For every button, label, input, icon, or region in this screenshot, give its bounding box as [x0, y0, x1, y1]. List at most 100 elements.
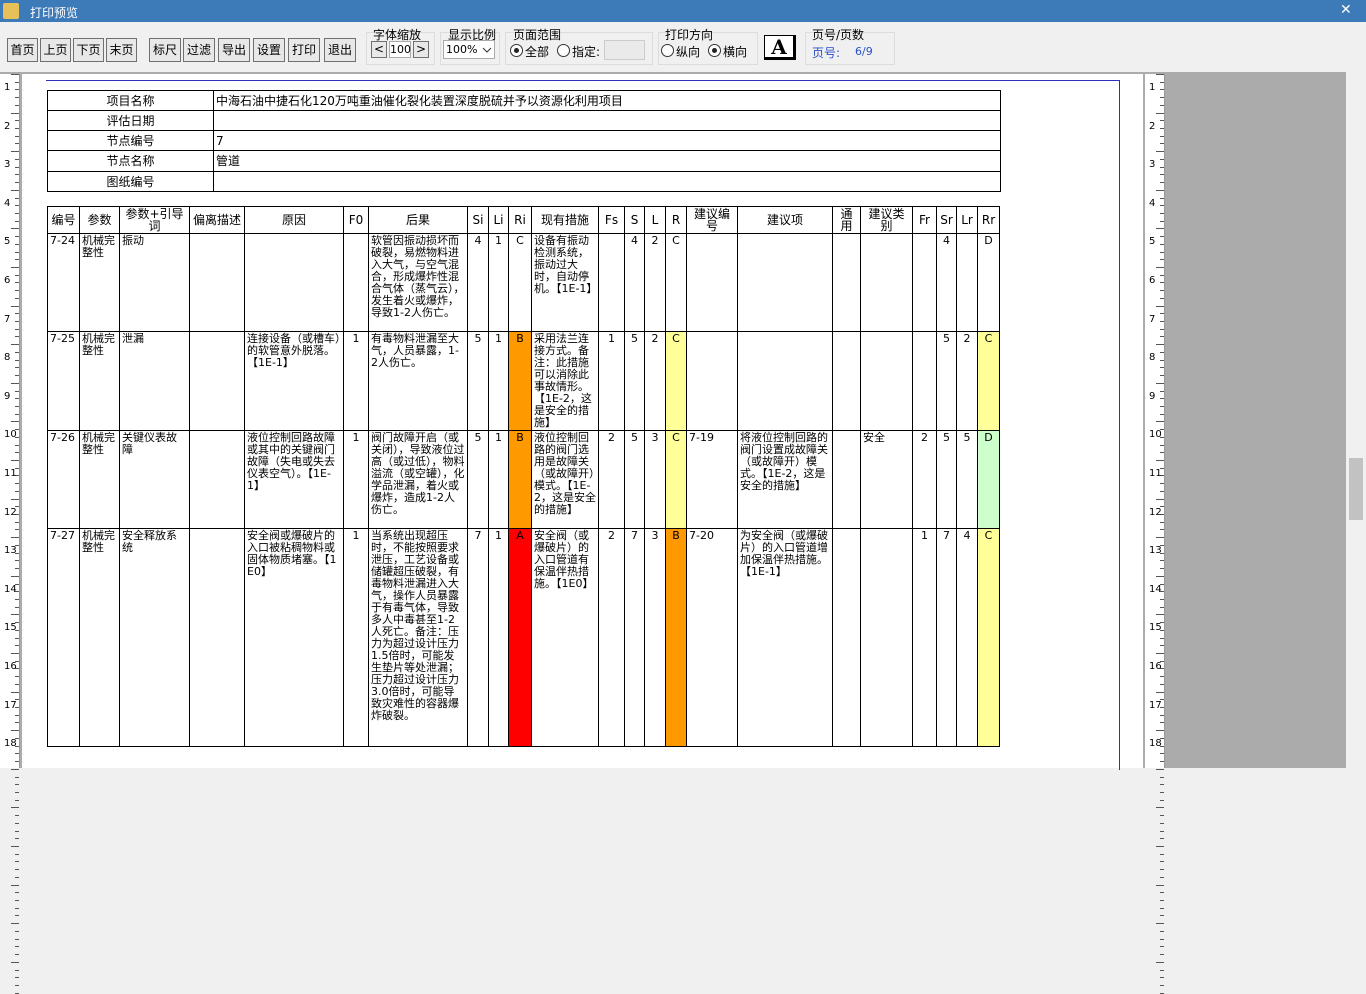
radio-landscape[interactable]	[708, 44, 721, 57]
ruler-tick	[15, 336, 19, 338]
table-cell	[343, 233, 369, 332]
ruler-label: 18	[4, 738, 17, 750]
table-cell: 机械完整性	[79, 331, 120, 431]
ruler-tick	[15, 290, 19, 292]
display-ratio-select[interactable]: 100%	[443, 40, 495, 59]
ruler-tick	[1160, 89, 1164, 91]
ruler-label: 17	[1149, 699, 1162, 711]
table-cell	[832, 331, 861, 431]
ruler-tick	[1156, 614, 1164, 616]
ruler-tick	[1160, 861, 1164, 863]
ruler-label: 16	[4, 661, 17, 672]
radio-specified[interactable]	[557, 44, 570, 57]
table-cell	[686, 331, 738, 431]
ruler-tick	[1160, 583, 1164, 585]
action-button[interactable]: 设置	[253, 38, 285, 62]
ruler-tick	[1160, 259, 1164, 261]
ruler-tick	[15, 761, 19, 763]
table-cell: 安全阀（或爆破片）的入口管道有保温伴热措施。【1E0】	[531, 528, 599, 747]
table-cell: 5	[624, 331, 645, 431]
scroll-thumb[interactable]	[1349, 458, 1363, 520]
ruler-tick	[15, 529, 19, 531]
ruler-tick	[15, 776, 19, 778]
action-button[interactable]: 标尺	[149, 38, 181, 62]
ruler-tick	[15, 753, 19, 755]
close-button[interactable]: ✕	[1340, 2, 1352, 18]
ruler-tick	[11, 267, 19, 268]
ruler-tick	[1160, 120, 1164, 122]
table-cell	[189, 528, 245, 747]
ruler-tick	[15, 822, 19, 824]
ruler-tick	[1160, 135, 1164, 137]
ruler-tick	[15, 946, 19, 948]
ruler-tick	[1160, 707, 1164, 709]
font-zoom-label: 字体缩放	[373, 28, 422, 42]
zoom-value[interactable]: 100	[389, 41, 411, 58]
ruler-tick	[1160, 251, 1164, 253]
display-ratio-label: 显示比例	[448, 28, 497, 42]
zoom-decrease[interactable]: <	[371, 41, 387, 58]
ruler-tick	[15, 544, 19, 546]
ruler-tick	[15, 413, 19, 415]
ruler-label: 13	[4, 545, 17, 557]
ruler-tick	[1160, 529, 1164, 531]
nav-button[interactable]: 下页	[73, 38, 104, 62]
ruler-label: 3	[4, 159, 11, 171]
table-cell: 阀门故障开启（或关闭），导致液位过高（或过低），物料溢流（或空罐），化学品泄漏，…	[368, 430, 468, 529]
ruler-tick	[1160, 290, 1164, 292]
ruler-tick	[1160, 444, 1164, 446]
header-cell: 参数+引导词	[119, 206, 190, 234]
ruler-tick	[15, 197, 19, 199]
ruler-tick	[1160, 915, 1164, 917]
ruler-tick	[15, 89, 19, 91]
orientation-icon[interactable]: A	[764, 35, 796, 60]
table-cell: 当系统出现超压时，不能按照要求泄压，工艺设备或储罐超压破裂，有毒物料泄漏进入大气…	[368, 528, 468, 747]
action-button[interactable]: 打印	[288, 38, 320, 62]
ruler-tick	[1160, 954, 1164, 956]
ruler-tick	[15, 313, 19, 315]
table-cell: D	[977, 233, 1000, 332]
table-cell: 1	[598, 331, 625, 431]
ruler-tick	[1160, 745, 1164, 747]
ruler-tick	[1160, 830, 1164, 832]
ruler-tick	[15, 722, 19, 724]
scrollbar[interactable]	[1346, 72, 1366, 768]
ruler-tick	[15, 444, 19, 446]
ruler-tick	[1160, 158, 1164, 160]
ruler-tick	[15, 699, 19, 701]
nav-button[interactable]: 上页	[40, 38, 71, 62]
group	[505, 32, 653, 65]
ruler-tick	[1160, 413, 1164, 415]
ruler-tick	[1156, 961, 1164, 963]
table-cell: 振动	[119, 233, 190, 332]
nav-button[interactable]: 末页	[106, 38, 137, 62]
ruler-tick	[15, 954, 19, 956]
action-button[interactable]: 退出	[324, 38, 356, 62]
radio-portrait[interactable]	[661, 44, 674, 57]
action-button[interactable]: 导出	[218, 38, 250, 62]
ruler-tick	[15, 158, 19, 160]
ruler-tick	[15, 405, 19, 407]
table-cell	[686, 233, 738, 332]
radio-all[interactable]	[510, 44, 523, 57]
table-cell: 关键仪表故障	[119, 430, 190, 529]
ruler-tick	[1160, 81, 1164, 83]
ruler-tick	[1160, 938, 1164, 940]
nav-button[interactable]: 首页	[7, 38, 38, 62]
ruler-tick	[15, 452, 19, 454]
ruler-label: 14	[4, 583, 17, 595]
header-cell: Si	[467, 206, 489, 234]
header-cell: Sr	[936, 206, 957, 234]
table-cell: 安全阀或爆破片的入口被粘稠物料或固体物质堵塞。【1E0】	[244, 528, 344, 747]
zoom-increase[interactable]: >	[413, 41, 429, 58]
ruler-tick	[15, 514, 19, 516]
action-button[interactable]: 过滤	[183, 38, 215, 62]
table-cell: 7-26	[47, 430, 80, 529]
range-input[interactable]	[604, 40, 645, 60]
info-label: 项目名称	[47, 90, 214, 111]
ruler-tick	[15, 568, 19, 570]
ruler-tick	[1160, 398, 1164, 400]
ruler-tick	[1160, 236, 1164, 238]
ruler-tick	[11, 730, 19, 732]
